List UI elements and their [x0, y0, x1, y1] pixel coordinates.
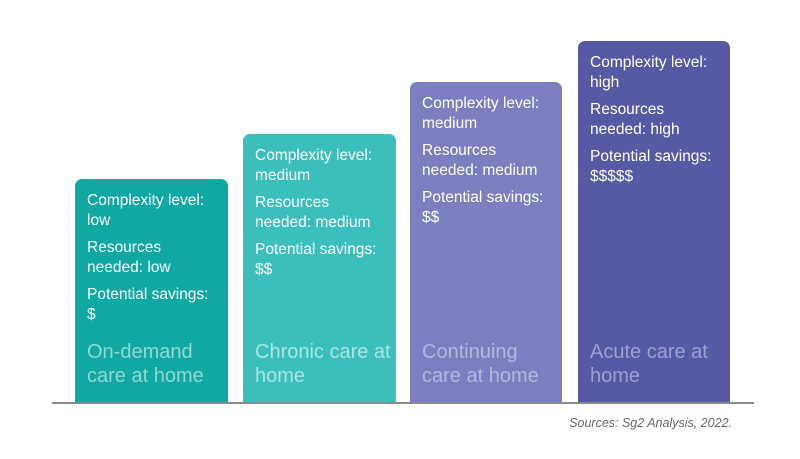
complexity-level: Complexity level: high — [590, 54, 708, 91]
complexity-level: Complexity level: medium — [255, 147, 373, 184]
bar-facts: Complexity level: high Resources needed:… — [590, 53, 718, 187]
complexity-level: Complexity level: low — [87, 192, 205, 229]
chronic-care-bar: Complexity level: medium Resources neede… — [243, 134, 396, 403]
care-type-label: Chronic care at home — [255, 341, 391, 387]
potential-savings: Potential savings: $$ — [255, 241, 377, 278]
bar-facts: Complexity level: low Resources needed: … — [87, 191, 216, 325]
source-note: Sources: Sg2 Analysis, 2022. — [569, 416, 732, 430]
potential-savings: Potential savings: $$ — [422, 189, 544, 226]
potential-savings: Potential savings: $ — [87, 286, 209, 323]
resources-needed: Resources needed: medium — [422, 142, 538, 179]
baseline-divider — [52, 402, 754, 404]
care-type-label: Continuing care at home — [422, 341, 539, 387]
bar-facts: Complexity level: medium Resources neede… — [255, 146, 384, 280]
continuing-care-bar: Complexity level: medium Resources neede… — [410, 82, 562, 403]
care-type-label: Acute care at home — [590, 341, 708, 387]
on-demand-care-bar: Complexity level: low Resources needed: … — [75, 179, 228, 403]
acute-care-bar: Complexity level: high Resources needed:… — [578, 41, 730, 403]
resources-needed: Resources needed: high — [590, 101, 680, 138]
resources-needed: Resources needed: medium — [255, 194, 371, 231]
bar-facts: Complexity level: medium Resources neede… — [422, 94, 550, 228]
resources-needed: Resources needed: low — [87, 239, 171, 276]
potential-savings: Potential savings: $$$$$ — [590, 148, 712, 185]
care-type-label: On-demand care at home — [87, 341, 204, 387]
complexity-level: Complexity level: medium — [422, 95, 540, 132]
